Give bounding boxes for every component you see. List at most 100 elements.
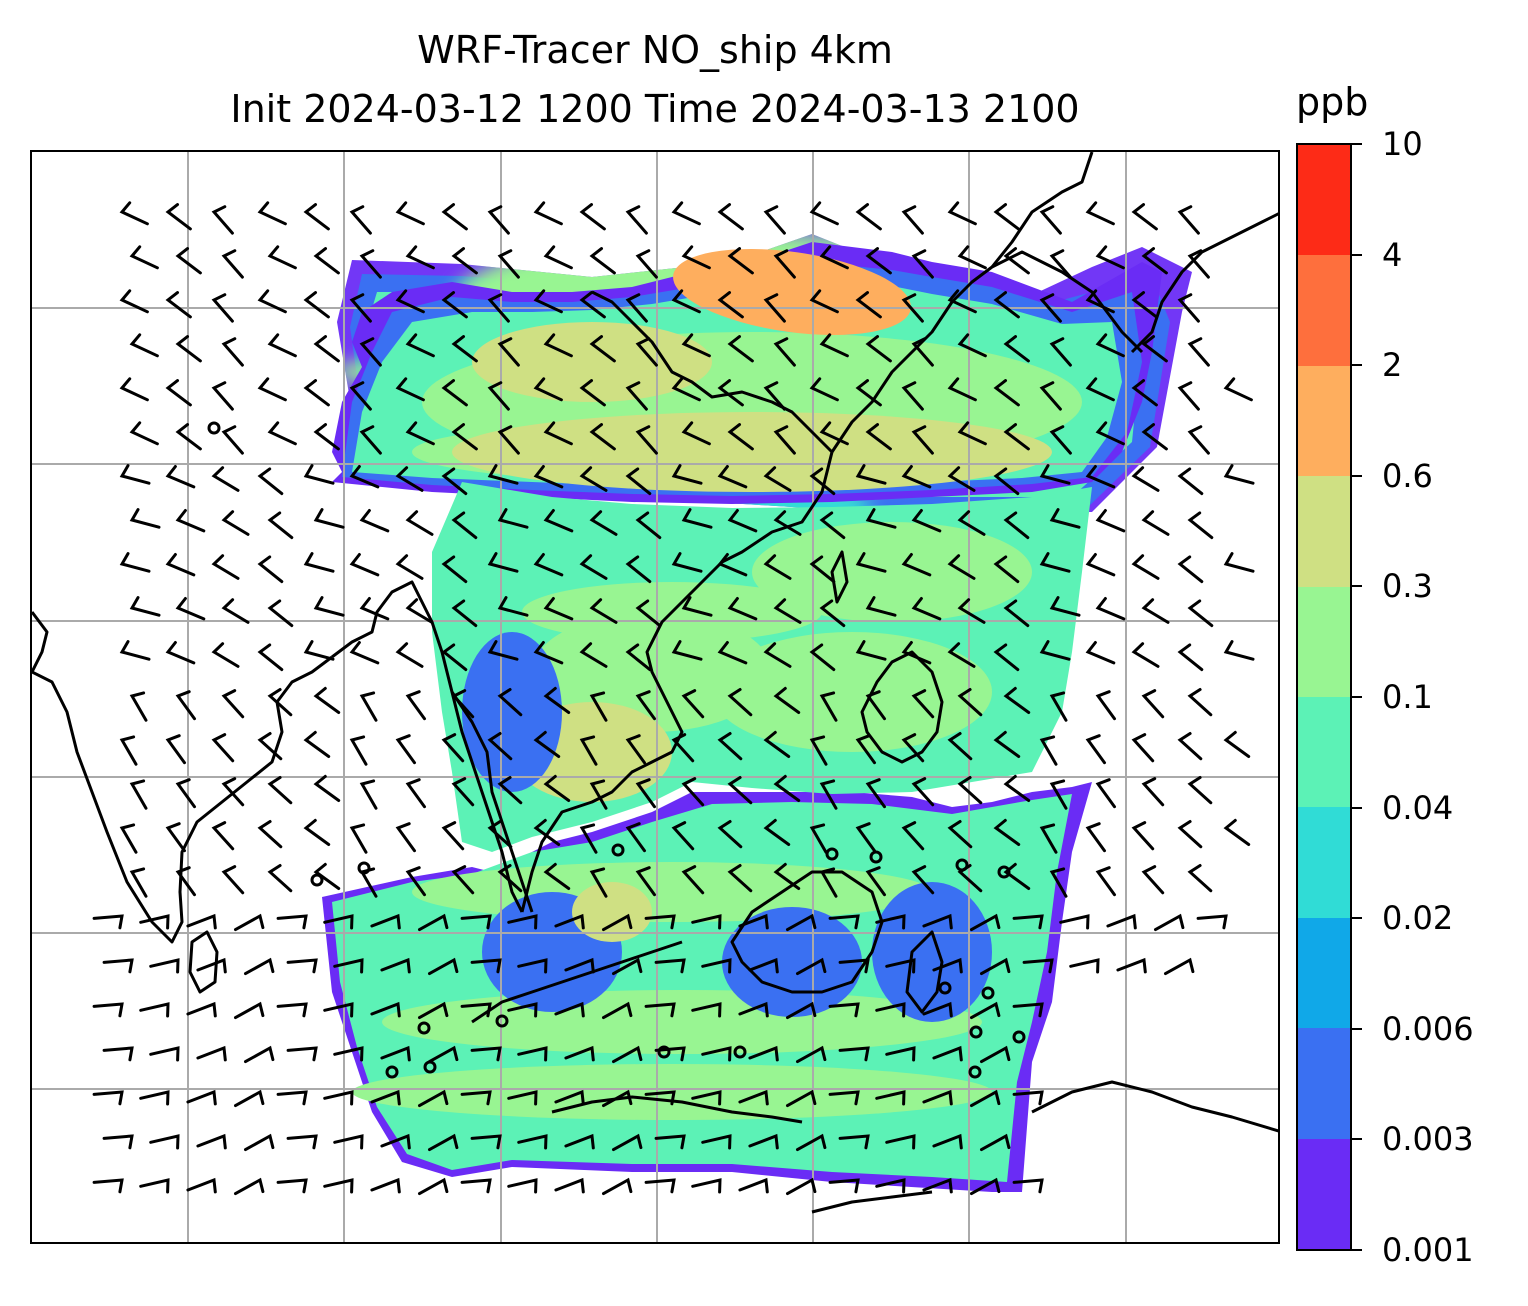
- wind-barb: [257, 201, 287, 226]
- wind-barb: [92, 1002, 124, 1018]
- wind-barb: [738, 1089, 769, 1106]
- coastline-japan: [1130, 212, 1278, 354]
- wind-barb: [380, 957, 411, 974]
- wind-barb: [932, 1045, 963, 1062]
- wind-barb: [92, 1090, 124, 1106]
- wind-barb: [1131, 642, 1160, 668]
- wind-barb: [993, 643, 1020, 672]
- wind-barb: [602, 1001, 633, 1020]
- wind-barb: [947, 201, 977, 226]
- coastline-china-east: [830, 250, 1144, 453]
- wind-barb: [1141, 510, 1170, 536]
- wind-barb: [1131, 821, 1155, 851]
- station-marker: [423, 1060, 437, 1074]
- wind-barb: [1177, 205, 1200, 235]
- wind-barb: [644, 1002, 676, 1018]
- wind-barb: [1049, 508, 1081, 529]
- wind-barb: [763, 205, 786, 235]
- colorbar-tick-label: 0.1: [1382, 678, 1433, 716]
- wind-barb: [333, 1046, 364, 1062]
- wind-barb: [809, 823, 828, 854]
- colorbar-segment: [1298, 1138, 1350, 1249]
- wind-barb: [809, 467, 836, 496]
- wind-barb: [441, 555, 468, 584]
- colorbar-segment: [1298, 586, 1350, 697]
- wind-barb: [507, 1090, 538, 1106]
- wind-barb: [276, 914, 308, 930]
- wind-barb: [333, 1134, 364, 1150]
- wind-barb: [323, 1002, 354, 1018]
- wind-barb: [717, 291, 744, 319]
- wind-barb: [1003, 335, 1030, 363]
- wind-barb: [139, 914, 170, 930]
- colorbar-tick-label: 0.6: [1382, 456, 1433, 495]
- wind-barb: [221, 777, 245, 807]
- wind-barb: [276, 1178, 308, 1194]
- wind-barb: [234, 1089, 265, 1108]
- wind-barb: [451, 423, 478, 451]
- wind-barb: [92, 914, 124, 930]
- wind-barb: [119, 552, 151, 573]
- wind-barb: [1131, 203, 1158, 231]
- wind-barb: [809, 289, 839, 314]
- tracer-band-east-sea: [352, 152, 1192, 192]
- wind-barb: [671, 733, 695, 763]
- station-marker: [733, 1045, 747, 1059]
- wind-barb: [349, 465, 380, 489]
- wind-barb: [487, 820, 513, 849]
- wind-barb: [875, 1178, 906, 1194]
- wind-barb: [717, 820, 743, 849]
- wind-barb: [418, 1001, 449, 1020]
- wind-barb: [1196, 914, 1228, 930]
- wind-barb: [1187, 249, 1210, 279]
- wind-barb: [671, 552, 703, 573]
- wind-barb: [313, 862, 341, 890]
- wind-barb: [221, 425, 244, 455]
- wind-barb: [625, 734, 646, 765]
- wind-barb: [625, 822, 646, 853]
- wind-barb: [602, 1089, 633, 1108]
- wind-barb: [635, 425, 658, 455]
- wind-barb: [819, 511, 846, 540]
- wind-barb: [487, 205, 510, 235]
- wind-barb: [691, 1002, 722, 1018]
- wind-barb: [855, 640, 887, 661]
- wind-barb: [922, 913, 953, 930]
- wind-barb: [221, 510, 250, 536]
- wind-barb: [221, 689, 245, 719]
- station-marker: [981, 986, 995, 1000]
- wind-barb: [809, 201, 839, 226]
- wind-barb: [460, 1002, 492, 1018]
- wind-barb: [993, 818, 1021, 846]
- wind-barb: [1095, 778, 1116, 809]
- wind-barb: [119, 640, 151, 661]
- wind-barb: [819, 599, 846, 628]
- wind-barb: [1187, 337, 1210, 367]
- colorbar-tick-label: 0.04: [1382, 788, 1454, 827]
- wind-barb: [911, 689, 935, 719]
- wind-barb: [470, 958, 502, 974]
- wind-barb: [589, 867, 608, 898]
- wind-barb: [405, 778, 426, 809]
- colorbar-units: ppb: [1296, 80, 1369, 124]
- wind-barb: [543, 509, 574, 533]
- wind-barb: [543, 686, 571, 714]
- wind-barb: [102, 1046, 134, 1062]
- wind-barb: [1095, 690, 1116, 721]
- wind-barb: [773, 686, 801, 714]
- wind-barb: [589, 335, 616, 363]
- wind-barb: [234, 1001, 265, 1020]
- wind-barb: [865, 690, 886, 721]
- wind-barb: [809, 643, 836, 672]
- wind-barb: [957, 776, 983, 805]
- wind-barb: [129, 596, 161, 617]
- wind-barb: [786, 1001, 817, 1020]
- wind-barb: [349, 293, 372, 323]
- wind-barb: [654, 1134, 686, 1150]
- wind-barb: [901, 465, 932, 489]
- wind-barb: [625, 643, 652, 672]
- wind-barb: [119, 377, 149, 402]
- wind-barb: [727, 688, 753, 717]
- coastline-sumatra: [471, 940, 683, 1024]
- wind-barb: [349, 381, 372, 411]
